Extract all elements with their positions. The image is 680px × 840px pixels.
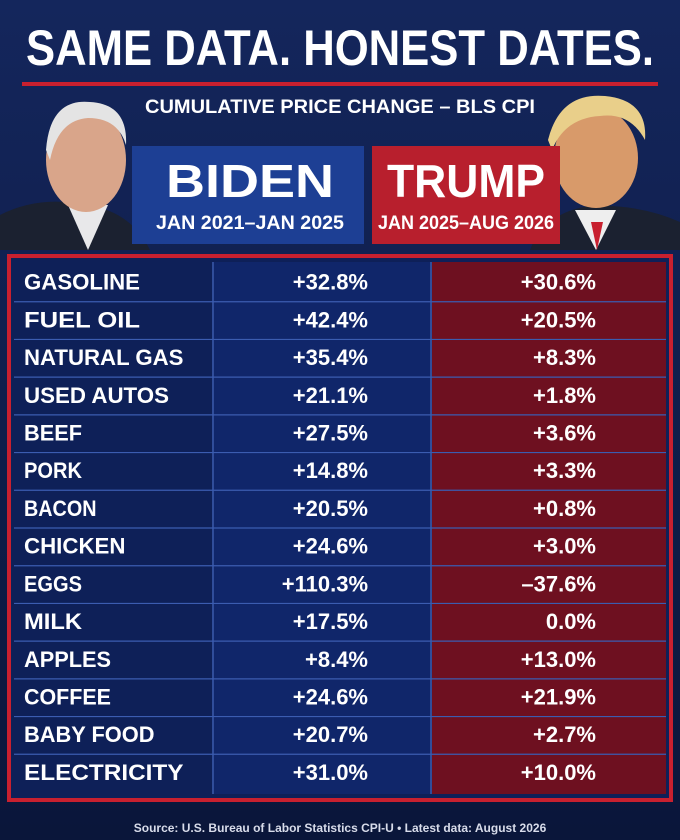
trump-value: +10.0% (521, 760, 596, 785)
row-label: GASOLINE (24, 270, 140, 295)
row-label: CHICKEN (24, 534, 126, 559)
biden-value: +42.4% (293, 307, 368, 332)
biden-value: +8.4% (305, 647, 368, 672)
subtitle: CUMULATIVE PRICE CHANGE – BLS CPI (145, 97, 535, 118)
trump-value: +20.5% (521, 307, 596, 332)
row-label: APPLES (24, 647, 111, 672)
biden-value: +14.8% (293, 458, 368, 483)
title: SAME DATA. HONEST DATES. (26, 20, 654, 76)
row-label: BACON (24, 496, 97, 521)
biden-value: +27.5% (293, 421, 368, 446)
portrait-right (530, 95, 680, 250)
trump-value: –37.6% (521, 571, 596, 596)
biden-name: BIDEN (166, 155, 334, 207)
source: Source: U.S. Bureau of Labor Statistics … (134, 821, 547, 835)
biden-value: +35.4% (293, 345, 368, 370)
biden-value: +31.0% (293, 760, 368, 785)
trump-value: +3.0% (533, 534, 596, 559)
biden-header-box (132, 146, 364, 244)
biden-value: +32.8% (293, 270, 368, 295)
trump-value: +3.6% (533, 421, 596, 446)
title-underline (22, 82, 658, 86)
biden-value: +24.6% (293, 534, 368, 559)
biden-value: +20.7% (293, 722, 368, 747)
portrait-left (0, 101, 150, 250)
trump-value: +3.3% (533, 458, 596, 483)
trump-header-box (372, 146, 560, 244)
trump-dates: JAN 2025–AUG 2026 (378, 213, 554, 234)
trump-value: +1.8% (533, 383, 596, 408)
biden-dates: JAN 2021–JAN 2025 (156, 213, 344, 234)
row-label: NATURAL GAS (24, 345, 184, 370)
biden-value: +21.1% (293, 383, 368, 408)
trump-value: 0.0% (546, 609, 596, 634)
biden-value: +17.5% (293, 609, 368, 634)
row-label: USED AUTOS (24, 383, 169, 408)
trump-value: +13.0% (521, 647, 596, 672)
biden-value: +110.3% (282, 571, 368, 596)
biden-value: +20.5% (293, 496, 368, 521)
row-label: BABY FOOD (24, 722, 155, 747)
row-label: BEEF (24, 421, 82, 446)
trump-value: +30.6% (521, 270, 596, 295)
row-label: COFFEE (24, 685, 111, 710)
row-label: EGGS (24, 571, 82, 596)
trump-value: +8.3% (533, 345, 596, 370)
trump-value: +2.7% (533, 722, 596, 747)
trump-name: TRUMP (387, 155, 545, 207)
trump-value: +0.8% (533, 496, 596, 521)
row-label: MILK (24, 609, 82, 634)
row-label: PORK (24, 458, 82, 483)
row-label: ELECTRICITY (24, 760, 184, 785)
row-label: FUEL OIL (24, 307, 140, 332)
biden-value: +24.6% (293, 685, 368, 710)
trump-value: +21.9% (521, 685, 596, 710)
